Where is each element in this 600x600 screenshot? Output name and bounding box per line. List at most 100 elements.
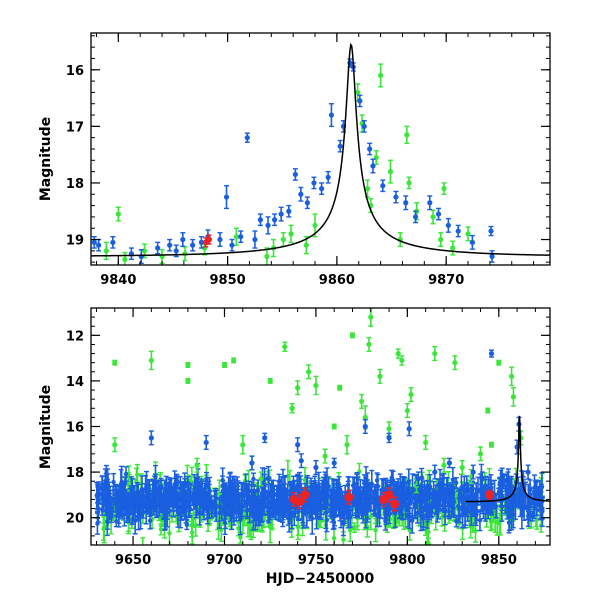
- green-point: [408, 387, 414, 403]
- blue-band-point: [330, 478, 336, 503]
- green-point: [423, 434, 429, 450]
- blue-band-point: [191, 484, 197, 510]
- green-band-point: [373, 517, 379, 543]
- blue-band-point: [106, 495, 112, 509]
- green-point: [112, 359, 118, 366]
- blue-point: [328, 103, 335, 128]
- green-point: [387, 159, 394, 184]
- green-point: [496, 359, 502, 366]
- blue-band-point: [367, 481, 373, 512]
- blue-point: [435, 207, 442, 221]
- blue-point: [272, 213, 278, 227]
- blue-band-point: [308, 489, 314, 519]
- blue-point: [403, 195, 409, 211]
- blue-band-point: [105, 468, 111, 492]
- green-point: [441, 182, 447, 195]
- blue-point: [286, 204, 292, 218]
- green-point: [459, 459, 465, 476]
- blue-point: [380, 179, 386, 193]
- blue-band-point: [213, 487, 219, 509]
- blue-point: [445, 217, 451, 233]
- green-point: [366, 336, 372, 352]
- green-point: [404, 125, 410, 145]
- blue-band-point: [402, 476, 408, 506]
- green-point: [115, 206, 121, 222]
- blue-point: [361, 120, 367, 133]
- blue-point: [185, 475, 191, 492]
- red-point: [390, 496, 400, 512]
- green-point: [450, 240, 456, 256]
- y-tick-label: 20: [66, 512, 84, 527]
- blue-band-point: [111, 472, 117, 492]
- blue-point: [412, 210, 419, 224]
- blue-point: [249, 455, 255, 471]
- top-panel: 9840 9850 9860 9870 16 17 18 19 Magnitude: [38, 32, 551, 288]
- x-tick-label: 9700: [206, 553, 242, 568]
- green-point: [477, 446, 484, 462]
- bottom-panel-model-curve: [465, 415, 550, 503]
- blue-point: [337, 139, 343, 153]
- blue-band-point: [129, 476, 135, 500]
- blue-point: [244, 132, 250, 143]
- blue-point: [203, 434, 209, 450]
- green-point: [452, 355, 458, 371]
- blue-point: [167, 238, 173, 252]
- blue-point: [262, 432, 268, 444]
- green-point: [349, 332, 356, 339]
- blue-band-point: [271, 488, 277, 519]
- blue-band-point: [330, 503, 336, 530]
- blue-point: [427, 195, 433, 211]
- green-point: [441, 457, 447, 473]
- blue-band-point: [120, 480, 126, 508]
- blue-point: [393, 190, 399, 204]
- blue-point: [148, 430, 154, 446]
- green-point: [306, 364, 312, 380]
- y-tick-label: 16: [66, 64, 84, 79]
- blue-point: [446, 457, 453, 469]
- blue-point: [257, 213, 263, 227]
- green-point: [406, 176, 412, 190]
- green-point: [267, 377, 273, 384]
- blue-band-point: [122, 476, 128, 491]
- blue-band-point: [184, 519, 190, 531]
- green-point: [488, 441, 495, 448]
- green-band-point: [351, 522, 357, 534]
- y-tick-label: 12: [66, 329, 84, 344]
- blue-band-point: [255, 495, 261, 511]
- blue-band-point: [324, 497, 330, 513]
- green-point: [344, 434, 350, 455]
- green-point: [432, 346, 438, 362]
- blue-band-point: [412, 498, 418, 517]
- blue-band-point: [251, 493, 257, 522]
- blue-band-point: [429, 488, 435, 500]
- red-series: [289, 487, 495, 512]
- blue-band-point: [514, 489, 520, 507]
- blue-band-point: [406, 468, 412, 496]
- green-point: [322, 448, 328, 464]
- green-point: [510, 387, 517, 407]
- blue-point: [362, 418, 368, 435]
- blue-point: [455, 224, 461, 238]
- green-point: [377, 368, 383, 384]
- blue-band-point: [394, 480, 400, 510]
- blue-point: [311, 176, 317, 190]
- blue-point: [432, 464, 438, 480]
- blue-band-point: [162, 479, 168, 513]
- green-band-point: [140, 537, 146, 545]
- model-curve-line: [91, 42, 550, 257]
- green-point: [438, 232, 444, 248]
- red-point: [300, 487, 310, 503]
- blue-point: [505, 471, 511, 487]
- blue-point: [223, 185, 230, 210]
- green-point: [185, 377, 191, 384]
- red-point: [344, 489, 354, 505]
- blue-band-point: [453, 477, 459, 489]
- green-point: [148, 350, 154, 371]
- blue-point: [229, 238, 235, 252]
- blue-baseline-band: [94, 462, 545, 537]
- blue-point: [489, 250, 495, 263]
- blue-band-point: [237, 503, 243, 536]
- blue-band-point: [312, 493, 318, 511]
- green-point: [185, 361, 191, 368]
- blue-point: [217, 232, 223, 248]
